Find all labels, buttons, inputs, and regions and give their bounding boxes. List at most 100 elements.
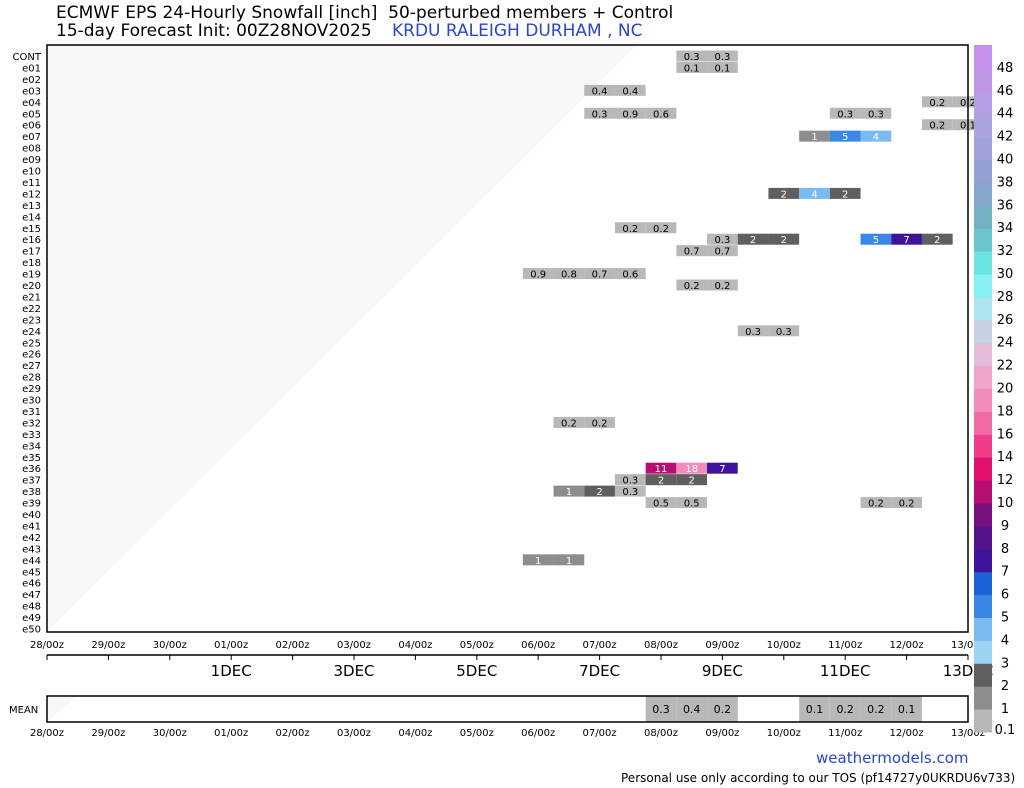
cell-value: 0.6 <box>622 270 638 281</box>
x-tick-label: 04/00z <box>398 640 432 651</box>
cell-value: 1 <box>811 132 817 143</box>
member-label: e15 <box>22 224 41 235</box>
colorbar-segment <box>974 205 992 229</box>
member-cell <box>768 187 800 199</box>
mean-cell <box>860 696 892 722</box>
colorbar-segment <box>974 663 992 687</box>
cell-value: 1 <box>535 556 541 567</box>
cell-value: 0.1 <box>684 63 700 74</box>
cell-value: 7 <box>719 464 725 475</box>
mean-x-tick-label: 05/00z <box>460 728 494 739</box>
cell-value: 0.3 <box>745 327 761 338</box>
member-label: CONT <box>13 52 42 63</box>
cell-value: 0.7 <box>684 247 700 258</box>
x-tick-label: 10/00z <box>767 640 801 651</box>
cell-value: 0.2 <box>653 224 669 235</box>
member-cell <box>645 497 677 509</box>
member-cell <box>645 107 677 119</box>
colorbar-tick-label: 9 <box>1001 519 1009 534</box>
mean-x-tick-label: 08/00z <box>644 728 678 739</box>
colorbar-segment <box>974 640 992 664</box>
colorbar-segment <box>974 274 992 298</box>
member-label: e01 <box>22 63 41 74</box>
cell-value: 0.5 <box>653 499 669 510</box>
mean-x-tick-label: 10/00z <box>767 728 801 739</box>
cell-value: 2 <box>934 235 940 246</box>
member-cell <box>768 325 800 337</box>
member-label: e30 <box>22 396 41 407</box>
mean-value: 0.3 <box>652 703 670 716</box>
colorbar-segment <box>974 113 992 138</box>
colorbar-segment <box>974 571 992 596</box>
member-cell <box>553 554 585 566</box>
member-label: e32 <box>22 418 41 429</box>
member-label: e45 <box>22 567 41 578</box>
colorbar-tick-label: 3 <box>1001 656 1009 671</box>
member-label: e50 <box>22 625 41 636</box>
x-tick-label: 05/00z <box>460 640 494 651</box>
member-label: e42 <box>22 533 41 544</box>
cell-value: 0.2 <box>622 224 638 235</box>
cell-value: 5 <box>873 235 879 246</box>
member-cell <box>614 107 646 119</box>
member-label: e25 <box>22 338 41 349</box>
member-label: e22 <box>22 304 41 315</box>
colorbar-segment <box>974 617 992 641</box>
mean-x-tick-label: 02/00z <box>276 728 310 739</box>
colorbar-tick-label: 32 <box>997 244 1014 259</box>
colorbar-tick-label: 46 <box>997 84 1014 99</box>
member-label: e10 <box>22 167 41 178</box>
member-label: e38 <box>22 487 41 498</box>
mean-x-tick-label: 11/00z <box>828 728 862 739</box>
cell-value: 0.3 <box>592 109 608 120</box>
mean-value: 0.1 <box>806 703 824 716</box>
x-tick-label: 01/00z <box>214 640 248 651</box>
tos-notice: Personal use only according to our TOS (… <box>621 771 1016 785</box>
cell-value: 0.7 <box>592 270 608 281</box>
cell-value: 0.3 <box>837 109 853 120</box>
member-label: e12 <box>22 189 41 200</box>
colorbar-tick-label: 8 <box>1001 542 1009 557</box>
member-cell <box>829 187 861 199</box>
colorbar-tick-label: 34 <box>997 221 1014 236</box>
x-tick-label: 11/00z <box>828 640 862 651</box>
mean-x-tick-label: 12/00z <box>890 728 924 739</box>
cell-value: 1 <box>566 487 572 498</box>
mean-x-tick-label: 28/00z <box>30 728 64 739</box>
mean-cell <box>829 696 861 722</box>
cell-value: 0.1 <box>714 63 730 74</box>
mean-label: MEAN <box>9 705 38 716</box>
mean-cell <box>645 696 677 722</box>
mean-cell <box>799 696 830 722</box>
member-label: e08 <box>22 144 41 155</box>
cell-value: 0.9 <box>530 270 546 281</box>
colorbar-segment <box>974 319 992 344</box>
member-cell <box>645 474 677 486</box>
member-label: e27 <box>22 361 41 372</box>
member-cell <box>553 416 585 428</box>
brand-link[interactable]: weathermodels.com <box>816 749 969 767</box>
member-cell <box>860 497 892 509</box>
colorbar-tick-label: 1 <box>1001 702 1009 717</box>
x-tick-label: 06/00z <box>521 640 555 651</box>
mean-value: 0.1 <box>898 703 916 716</box>
colorbar-tick-label: 38 <box>997 175 1014 190</box>
member-cell <box>860 233 892 245</box>
member-label: e06 <box>22 121 41 132</box>
member-label: e03 <box>22 86 41 97</box>
cell-value: 0.6 <box>653 109 669 120</box>
cell-value: 2 <box>781 189 787 200</box>
member-cell <box>614 222 646 234</box>
colorbar-tick-label: 18 <box>997 404 1014 419</box>
date-label: 3DEC <box>333 662 374 680</box>
x-tick-label: 30/00z <box>153 640 187 651</box>
colorbar-segment <box>974 251 992 275</box>
cell-value: 11 <box>655 464 668 475</box>
member-cell <box>553 268 585 280</box>
x-tick-label: 03/00z <box>337 640 371 651</box>
member-label: e14 <box>22 212 41 223</box>
member-label: e49 <box>22 613 41 624</box>
cell-value: 0.2 <box>714 281 730 292</box>
member-label: e19 <box>22 270 41 281</box>
